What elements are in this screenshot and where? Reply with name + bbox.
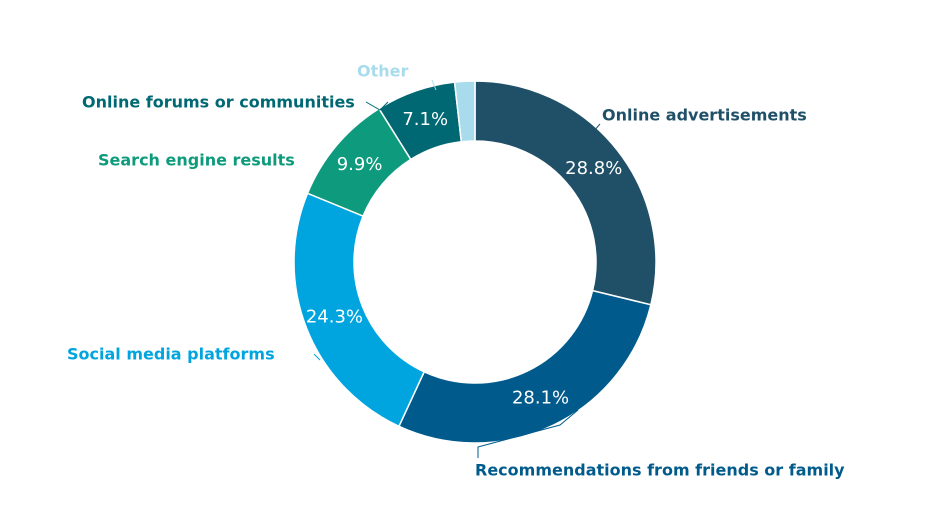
leader-line-social-media-platforms — [313, 353, 321, 361]
category-label-online-advertisements: Online advertisements — [602, 106, 807, 125]
category-label-online-forums-or-communities: Online forums or communities — [82, 93, 355, 112]
slice-recommendations-from-friends-or-family[interactable] — [397, 289, 652, 444]
slice-online-advertisements[interactable] — [474, 80, 657, 306]
data-label-online-advertisements: 28.8% — [565, 158, 622, 179]
category-label-other: Other — [357, 62, 408, 81]
leader-line-online-advertisements — [592, 123, 601, 133]
leader-line-other — [431, 79, 437, 91]
data-label-recommendations-from-friends-or-family: 28.1% — [512, 388, 569, 409]
leader-line-online-forums-or-communities — [365, 101, 389, 111]
category-label-recommendations-from-friends-or-family: Recommendations from friends or family — [475, 461, 845, 480]
data-label-search-engine-results: 9.9% — [337, 154, 383, 175]
data-label-social-media-platforms: 24.3% — [306, 307, 363, 328]
leader-line-recommendations-from-friends-or-family — [477, 409, 579, 458]
data-label-online-forums-or-communities: 7.1% — [402, 109, 448, 130]
category-label-search-engine-results: Search engine results — [98, 151, 295, 170]
slice-other[interactable] — [453, 80, 476, 143]
category-label-social-media-platforms: Social media platforms — [67, 345, 275, 364]
